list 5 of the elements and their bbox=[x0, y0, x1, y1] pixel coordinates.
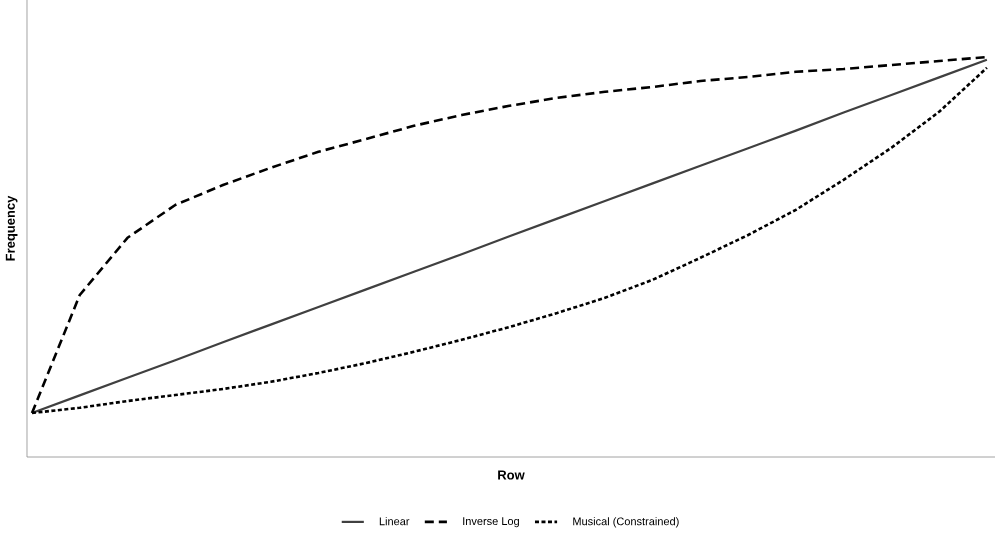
y-axis-title: Frequency bbox=[5, 195, 18, 261]
legend-label: Inverse Log bbox=[463, 517, 519, 528]
legend-label: Musical (Constrained) bbox=[573, 517, 679, 528]
x-axis-title: Row bbox=[498, 470, 525, 480]
legend-label: Linear bbox=[379, 517, 410, 526]
